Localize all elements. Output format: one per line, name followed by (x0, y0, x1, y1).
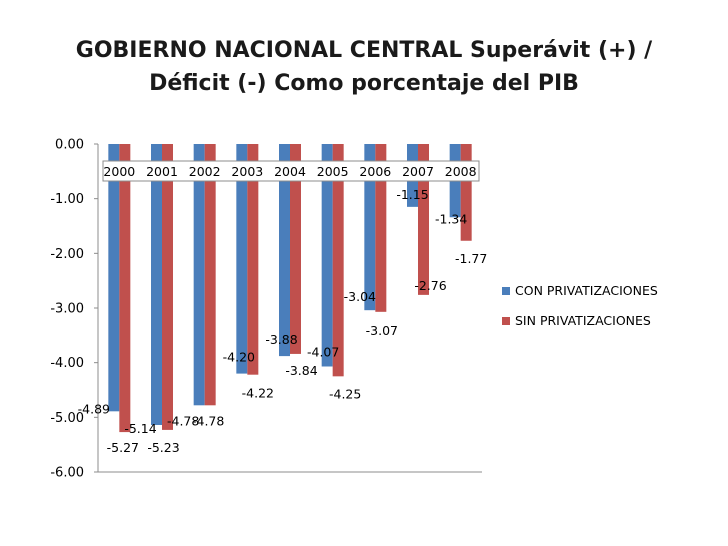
bar-con-2003 (236, 144, 248, 374)
y-tick-label: -3.00 (50, 302, 84, 317)
category-label-2003: 2003 (231, 164, 263, 179)
y-tick-label: 0.00 (55, 138, 84, 153)
chart-title: GOBIERNO NACIONAL CENTRAL Superávit (+) … (75, 38, 653, 96)
y-tick-label: -5.00 (50, 411, 84, 426)
data-label: -1.77 (455, 251, 487, 266)
category-label-2007: 2007 (402, 164, 434, 179)
bar-con-2002 (193, 144, 205, 406)
data-labels: -4.89 -5.14 -4.78 -4.20 -3.88 -4.07 -3.04 -1.15… (78, 187, 488, 455)
category-labels: 2000 2001 2002 2003 2004 2005 2006 2007 2008 (102, 160, 480, 182)
bar-sin-2004 (290, 144, 301, 354)
y-tick-label: -6.00 (50, 466, 84, 481)
data-label: -5.27 (107, 440, 139, 455)
data-label: -4.07 (307, 344, 339, 359)
bar-sin-2000 (119, 144, 131, 433)
category-label-box (102, 160, 480, 182)
data-label: -4.25 (329, 386, 361, 401)
category-label-2002: 2002 (189, 164, 221, 179)
category-label-2004: 2004 (274, 164, 306, 179)
legend: CON PRIVATIZACIONES SIN PRIVATIZACIONES (502, 283, 658, 328)
category-label-2000: 2000 (103, 164, 135, 179)
y-tick-label: -2.00 (50, 247, 84, 262)
data-label: -2.76 (414, 278, 446, 293)
y-axis-ticks: 0.00 -1.00 -2.00 -3.00 -4.00 -5.00 -6.00 (50, 138, 98, 481)
category-label-2005: 2005 (317, 164, 349, 179)
data-label: -4.78 (192, 413, 224, 428)
bar-sin-2002 (204, 144, 216, 406)
bar-con-2000 (108, 144, 120, 412)
bar-sin-2006 (375, 144, 387, 312)
bar-con-2005 (321, 144, 333, 367)
data-label: -3.04 (344, 289, 376, 304)
data-label: -4.78 (167, 413, 199, 428)
legend-label: CON PRIVATIZACIONES (515, 283, 658, 298)
bar-sin-2008 (460, 144, 472, 241)
category-label-2006: 2006 (359, 164, 391, 179)
bar-con-2006 (364, 144, 376, 311)
category-label-2008: 2008 (445, 164, 477, 179)
y-tick-label: -1.00 (50, 192, 84, 207)
bar-con-2001 (151, 144, 162, 425)
data-label: -1.34 (435, 211, 467, 226)
bar-sin-2001 (162, 144, 173, 430)
legend-swatch (502, 317, 510, 325)
data-label: -3.07 (366, 323, 398, 338)
bar-sin-2005 (332, 144, 344, 377)
category-label-2001: 2001 (146, 164, 178, 179)
legend-label: SIN PRIVATIZACIONES (515, 313, 651, 328)
bar-con-2004 (279, 144, 290, 357)
data-label: -4.89 (78, 401, 110, 416)
data-label: -3.84 (285, 363, 317, 378)
bar-sin-2007 (418, 144, 429, 295)
data-label: -5.14 (124, 421, 156, 436)
data-label: -1.15 (396, 187, 428, 202)
y-tick-label: -4.00 (50, 356, 84, 371)
data-label: -4.22 (242, 386, 274, 401)
data-label: -3.88 (265, 332, 297, 347)
bar-sin-2003 (247, 144, 259, 375)
data-label: -5.23 (147, 440, 179, 455)
legend-swatch (502, 287, 510, 295)
data-label: -4.20 (223, 350, 255, 365)
